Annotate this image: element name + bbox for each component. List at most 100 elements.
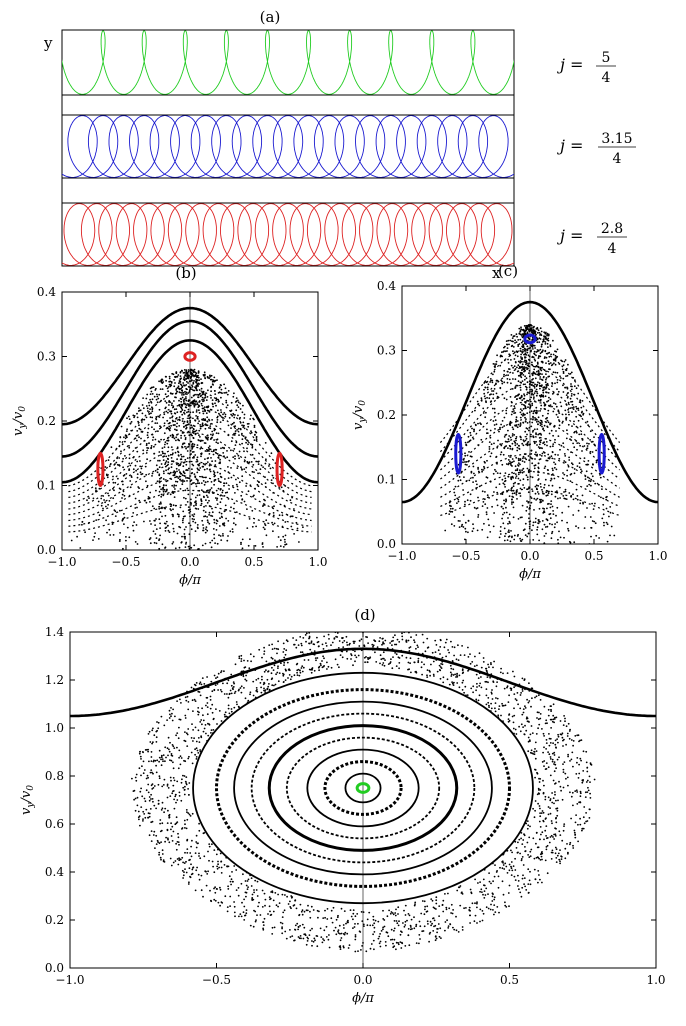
sea-point (144, 816, 147, 819)
sea-point (184, 546, 187, 548)
sea-point (513, 538, 516, 541)
sea-point (102, 507, 104, 510)
sea-point (178, 469, 180, 471)
sea-point (150, 390, 153, 393)
sea-point (532, 356, 535, 359)
sea-point (555, 857, 558, 859)
sea-point (394, 634, 396, 637)
sea-point (273, 522, 276, 525)
sea-point (201, 519, 204, 522)
sea-point (191, 463, 194, 466)
sea-point (525, 360, 528, 363)
sea-point (173, 807, 176, 810)
sea-point (164, 530, 167, 532)
sea-point (508, 495, 511, 497)
sea-point (573, 829, 576, 832)
sea-point (294, 924, 297, 927)
sea-point (224, 387, 227, 390)
sea-point (296, 671, 298, 674)
sea-point (325, 642, 327, 644)
sea-point (190, 546, 193, 549)
sea-point (123, 523, 125, 525)
sea-point (234, 523, 237, 526)
sea-point (148, 413, 151, 415)
sea-point (458, 476, 461, 478)
sea-point (213, 390, 216, 392)
sea-point (262, 526, 265, 529)
sea-point (595, 461, 598, 464)
sea-point (512, 506, 515, 509)
trajectory-path (62, 203, 514, 266)
sea-point (130, 421, 133, 423)
sea-point (263, 670, 266, 673)
sea-point (523, 733, 526, 736)
sea-point (538, 394, 541, 397)
sea-point (108, 465, 111, 468)
sea-point (168, 748, 170, 751)
sea-point (556, 521, 558, 524)
sea-point (521, 516, 523, 519)
sea-point (252, 495, 254, 498)
sea-point (181, 479, 184, 482)
sea-point (149, 416, 152, 419)
sea-point (153, 830, 156, 833)
sea-point (151, 798, 154, 800)
sea-point (238, 434, 240, 436)
sea-point (215, 708, 217, 710)
sea-point (142, 810, 145, 813)
sea-point (193, 518, 196, 521)
sea-point (514, 412, 517, 414)
sea-point (167, 390, 170, 393)
sea-point (563, 460, 566, 462)
sea-point (182, 774, 184, 777)
sea-point (145, 452, 148, 454)
sea-point (162, 494, 165, 497)
sea-point (295, 521, 298, 524)
sea-point (233, 416, 236, 419)
sea-point (464, 527, 467, 530)
sea-point (371, 643, 374, 646)
sea-point (528, 330, 531, 333)
sea-point (203, 399, 205, 402)
sea-point (187, 788, 190, 790)
sea-point (565, 437, 568, 440)
sea-point (138, 427, 141, 430)
sea-point (584, 791, 587, 794)
sea-point (497, 439, 499, 442)
sea-point (208, 514, 211, 516)
sea-point (463, 691, 465, 694)
sea-point (221, 446, 224, 449)
sea-point (550, 503, 552, 505)
sea-point (333, 638, 336, 640)
sea-point (253, 418, 255, 421)
sea-point (528, 411, 531, 414)
sea-point (516, 370, 519, 373)
sea-point (544, 478, 547, 481)
sea-point (279, 539, 282, 542)
sea-point (181, 869, 184, 872)
sea-point (550, 708, 552, 711)
sea-point (122, 547, 124, 550)
sea-point (128, 468, 131, 470)
sea-point (163, 472, 165, 475)
sea-point (531, 402, 534, 405)
sea-point (146, 434, 149, 437)
sea-point (251, 525, 254, 528)
sea-point (539, 458, 542, 460)
sea-point (95, 489, 97, 492)
sea-point (233, 865, 236, 867)
sea-point (503, 369, 506, 372)
sea-point (147, 447, 150, 449)
sea-point (273, 926, 276, 929)
sea-point (184, 403, 187, 406)
sea-point (251, 453, 254, 456)
sea-point (209, 707, 212, 710)
j-label-green: j = 5 4 (557, 50, 616, 86)
sea-point (113, 464, 116, 466)
sea-point (493, 388, 496, 390)
sea-point (181, 396, 184, 399)
sea-point (488, 397, 491, 400)
sea-point (350, 915, 353, 918)
sea-point (472, 438, 475, 440)
sea-point (186, 480, 188, 482)
